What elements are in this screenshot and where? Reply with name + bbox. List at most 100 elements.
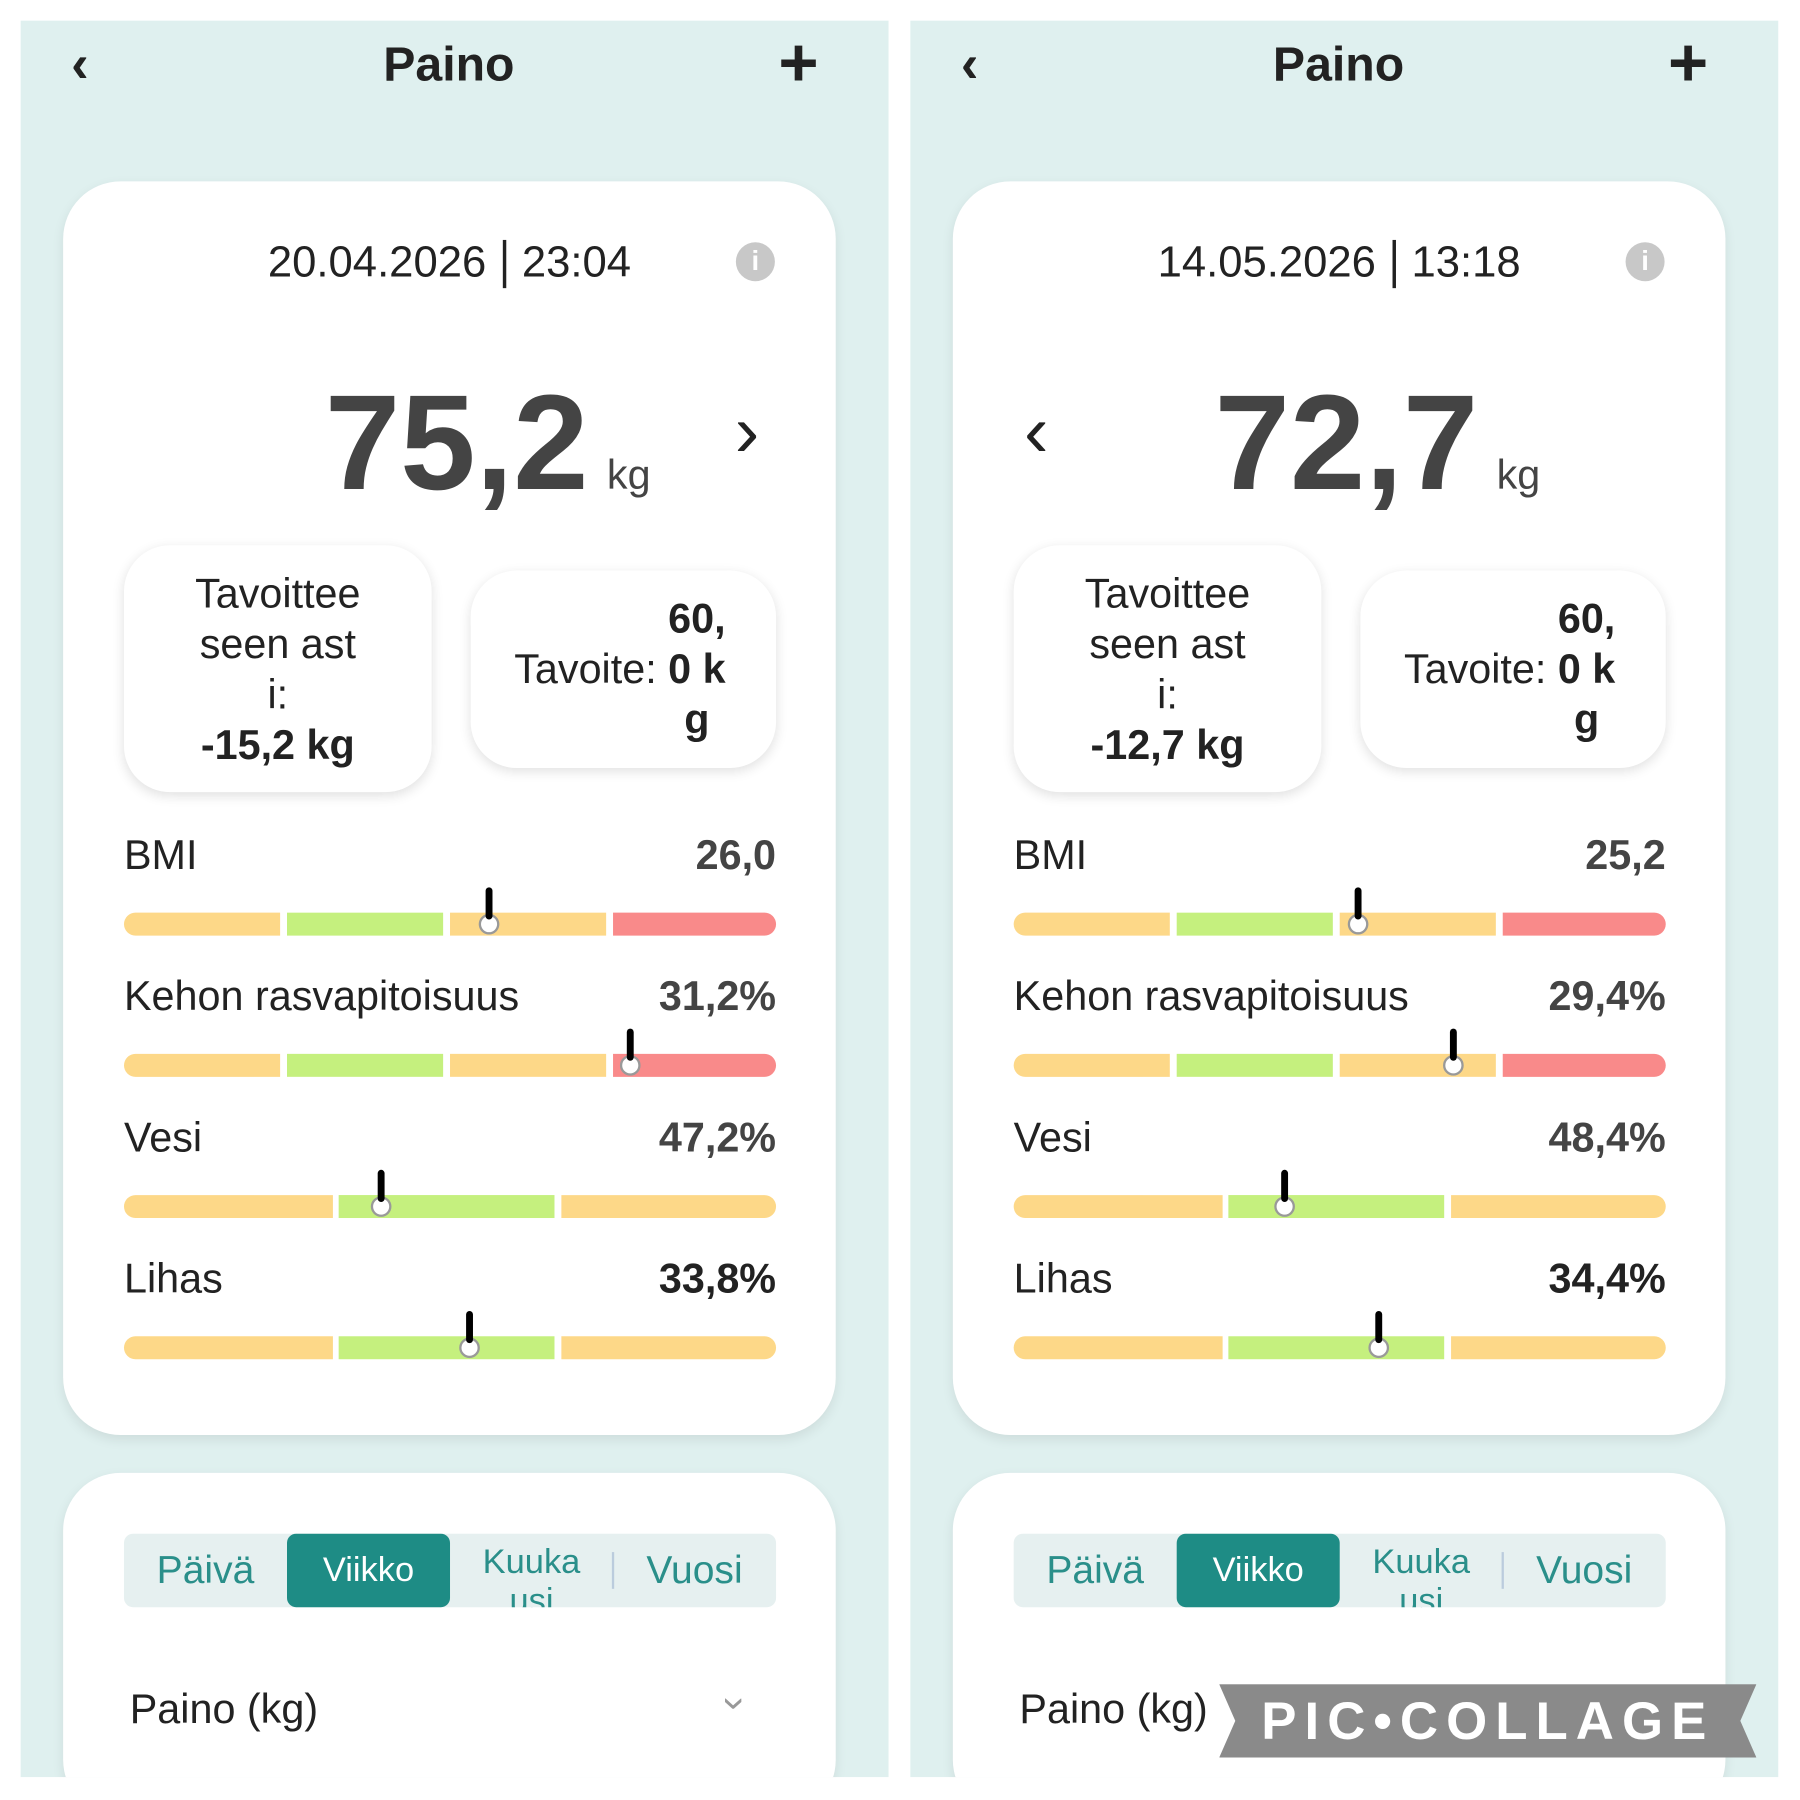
bar-segment: [123, 1336, 333, 1360]
metric-bar: [123, 1169, 777, 1219]
tab-divider: [611, 1552, 615, 1589]
metric-name: Lihas: [1013, 1254, 1113, 1302]
metric-name: Kehon rasvapitoisuus: [1013, 972, 1409, 1020]
bar-segment: [1502, 912, 1666, 936]
period-tab[interactable]: Viikko: [287, 1533, 451, 1608]
weight-unit: kg: [1496, 451, 1541, 499]
period-tab[interactable]: Vuosi: [613, 1534, 776, 1607]
weight-unit: kg: [606, 451, 651, 499]
bar-segment: [1450, 1195, 1666, 1219]
goal-remaining-box: Tavoitteeseen asti: -15,2 kg: [123, 545, 432, 793]
goal-remaining-value: -15,2 kg: [200, 720, 355, 768]
bar-segment: [450, 912, 607, 936]
info-icon[interactable]: i: [1625, 242, 1665, 282]
bar-segment: [1013, 1336, 1223, 1360]
period-tab-label: Kuukausi: [1372, 1542, 1471, 1608]
goal-label: Tavoite:: [1403, 645, 1547, 693]
watermark: PIC•COLLAGE: [1219, 1684, 1757, 1758]
metric-bar: [1013, 1028, 1666, 1077]
period-tab[interactable]: Kuukausi: [1340, 1534, 1503, 1607]
goal-remaining: Tavoitteeseen asti: -15,2 kg: [192, 568, 364, 770]
back-button[interactable]: ‹: [71, 33, 89, 93]
period-tab-label: Päivä: [156, 1548, 255, 1593]
goal-box: Tavoite: 60,0 kg: [1360, 570, 1666, 769]
period-tab[interactable]: Päivä: [124, 1534, 287, 1607]
metric-value: 47,2%: [658, 1113, 777, 1161]
bar-segment: [123, 1053, 281, 1077]
metric-name: Lihas: [123, 1254, 223, 1302]
bar-segment: [123, 912, 281, 936]
measurement-card: 14.05.2026 13:18 i 72,7 kg ‹ Tavoitteeseen ast…: [952, 181, 1726, 1435]
metric-value: 48,4%: [1548, 1113, 1666, 1161]
metric-bar: [123, 1028, 777, 1077]
metric-value: 25,2: [1585, 831, 1666, 879]
goal-value: 60,0 kg: [668, 594, 726, 743]
metric-value: 29,4%: [1548, 972, 1666, 1020]
marker: [1449, 1028, 1457, 1061]
period-tab[interactable]: Päivä: [1014, 1534, 1177, 1607]
marker: [466, 1311, 474, 1344]
period-tab-label: Viikko: [1212, 1550, 1304, 1589]
metric-value: 26,0: [695, 831, 777, 879]
dropdown-chevron[interactable]: ›: [712, 1696, 760, 1711]
goal-remaining-label: Tavoitteeseen asti:: [195, 568, 361, 717]
add-button[interactable]: +: [1668, 24, 1709, 102]
marker: [1280, 1169, 1288, 1202]
bar-segment: [339, 1195, 555, 1219]
date: 14.05.2026: [1157, 238, 1376, 287]
period-tab[interactable]: Kuukausi: [450, 1534, 613, 1607]
bar-segment: [1339, 912, 1497, 936]
period-tab[interactable]: Vuosi: [1503, 1534, 1666, 1607]
bar-segment: [1450, 1336, 1666, 1360]
separator: [1392, 239, 1396, 288]
next-arrow[interactable]: ›: [734, 389, 760, 472]
bar-segment: [560, 1336, 777, 1360]
goal-remaining-label: Tavoitteeseen asti:: [1084, 568, 1251, 717]
phone-panel: ‹ Paino +20.04.2026 23:04 i 75,2 kg › Tavoittees…: [20, 20, 889, 1778]
period-tabs: Päivä Viikko Kuukausi Vuosi: [123, 1533, 777, 1608]
bar-segment: [1228, 1195, 1445, 1219]
metric-name: BMI: [123, 831, 198, 879]
chart-selector[interactable]: Paino (kg): [1019, 1685, 1208, 1733]
bar-segment: [1176, 912, 1334, 936]
goal-box: Tavoite: 60,0 kg: [470, 570, 777, 769]
metric-value: 31,2%: [658, 972, 777, 1020]
bar-segment: [1176, 1053, 1334, 1077]
bar-segment: [1013, 1195, 1223, 1219]
info-icon[interactable]: i: [735, 242, 775, 282]
title: Paino: [1272, 36, 1405, 91]
goal-remaining: Tavoitteeseen asti: -12,7 kg: [1081, 568, 1253, 770]
date-time: 20.04.2026 23:04: [63, 239, 836, 288]
metric-name: Vesi: [1013, 1113, 1092, 1161]
bar-segment: [613, 912, 777, 936]
tab-divider: [1501, 1552, 1504, 1589]
metric-bar: [1013, 1311, 1666, 1360]
period-tab[interactable]: Viikko: [1176, 1533, 1340, 1608]
add-button[interactable]: +: [778, 24, 819, 102]
bar-segment: [287, 1053, 444, 1077]
chart-selector[interactable]: Paino (kg): [129, 1685, 319, 1733]
metric-bar: [123, 887, 777, 936]
prev-arrow[interactable]: ‹: [1024, 389, 1049, 472]
bar-segment: [1502, 1053, 1666, 1077]
period-tabs: Päivä Viikko Kuukausi Vuosi: [1013, 1533, 1666, 1608]
marker: [485, 887, 493, 920]
bar-segment: [1013, 1053, 1171, 1077]
weight-value: 72,7: [1214, 367, 1479, 519]
metric-name: BMI: [1013, 831, 1088, 879]
bar-segment: [1228, 1336, 1445, 1360]
measurement-card: 20.04.2026 23:04 i 75,2 kg › Tavoitteeseen ast…: [63, 181, 836, 1435]
bar-segment: [287, 912, 444, 936]
date: 20.04.2026: [267, 238, 487, 287]
metric-value: 33,8%: [658, 1254, 777, 1302]
marker: [626, 1028, 634, 1061]
bar-segment: [560, 1195, 777, 1219]
metric-bar: [1013, 1169, 1666, 1219]
back-button[interactable]: ‹: [960, 33, 979, 93]
metric-value: 34,4%: [1548, 1254, 1666, 1302]
bar-segment: [1339, 1053, 1497, 1077]
